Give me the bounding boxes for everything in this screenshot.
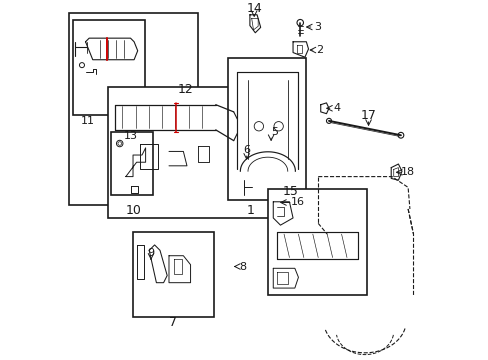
Text: 8: 8 (238, 261, 245, 271)
Text: 4: 4 (332, 103, 340, 113)
Text: 2: 2 (316, 45, 323, 55)
Circle shape (397, 132, 403, 138)
Circle shape (296, 19, 303, 26)
Bar (267, 189, 366, 295)
Circle shape (118, 142, 122, 145)
Text: 18: 18 (400, 167, 414, 176)
Bar (133, 232, 213, 317)
Text: 3: 3 (314, 22, 321, 32)
Text: 6: 6 (243, 145, 250, 155)
Text: 17: 17 (360, 109, 376, 122)
Circle shape (273, 122, 283, 131)
Text: 10: 10 (125, 204, 142, 217)
Text: 16: 16 (290, 197, 304, 207)
Circle shape (326, 118, 331, 123)
Text: 14: 14 (246, 2, 262, 15)
Text: 11: 11 (81, 116, 95, 126)
Text: 9: 9 (147, 248, 154, 258)
Circle shape (116, 140, 122, 147)
Text: 12: 12 (177, 83, 193, 96)
Bar (69, 13, 198, 205)
Circle shape (79, 63, 84, 68)
Bar (111, 132, 152, 195)
Text: 15: 15 (282, 185, 298, 198)
Text: 1: 1 (246, 203, 254, 217)
Bar (228, 58, 305, 200)
Text: 7: 7 (169, 316, 177, 329)
Bar (72, 20, 144, 116)
Text: 13: 13 (124, 131, 138, 141)
Text: 5: 5 (271, 127, 278, 137)
Circle shape (254, 122, 263, 131)
Bar (108, 87, 273, 218)
